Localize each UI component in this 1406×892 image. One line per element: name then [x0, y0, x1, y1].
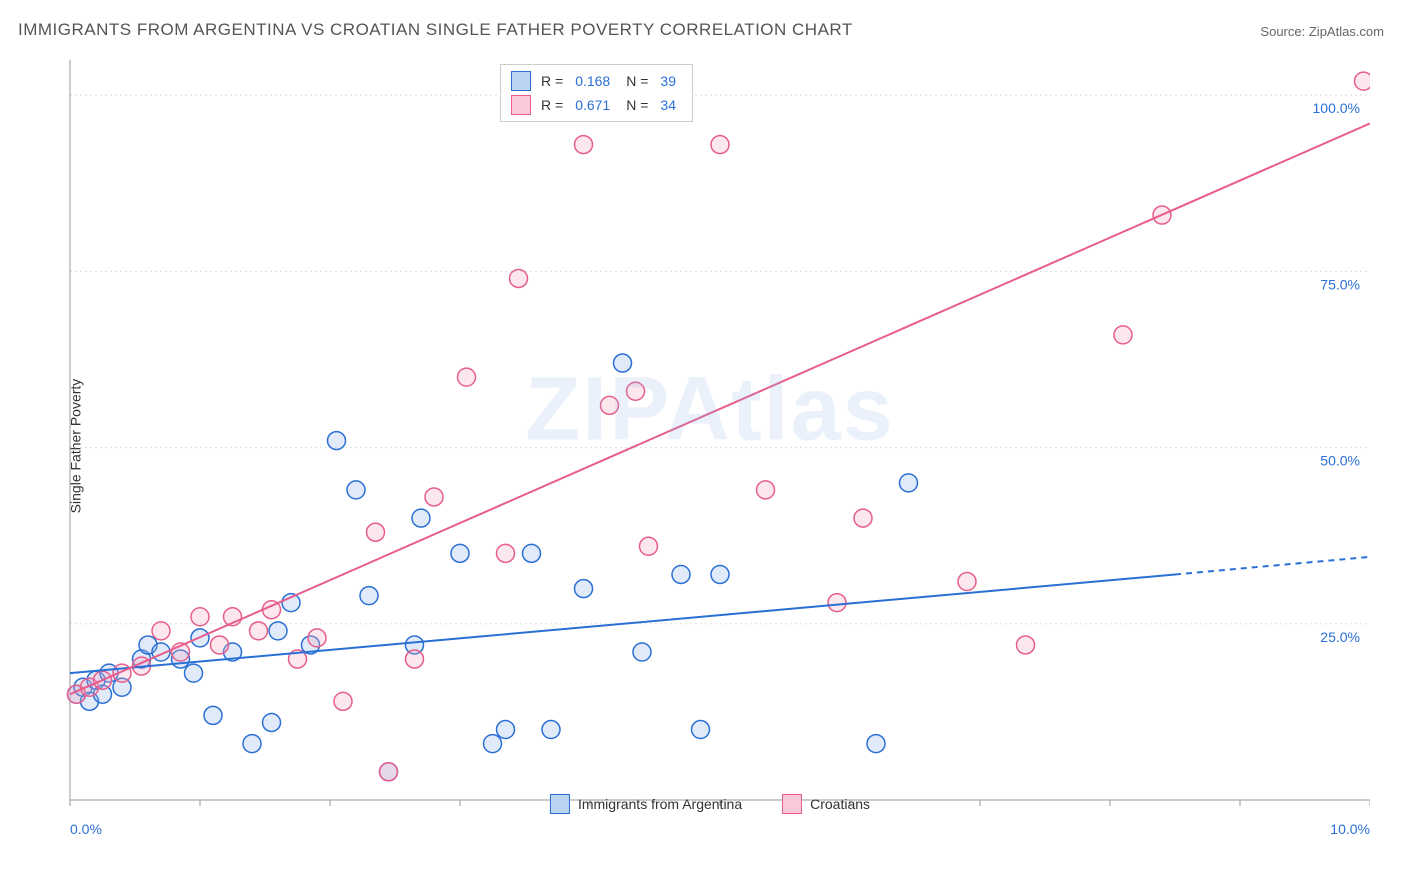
data-point-argentina: [542, 721, 560, 739]
data-point-croatians: [757, 481, 775, 499]
chart-title: IMMIGRANTS FROM ARGENTINA VS CROATIAN SI…: [18, 20, 853, 40]
source-value: ZipAtlas.com: [1309, 24, 1384, 39]
data-point-argentina: [575, 580, 593, 598]
data-point-argentina: [672, 565, 690, 583]
stat-R-croatians: 0.671: [575, 97, 610, 113]
stat-R-label: R =: [541, 97, 563, 113]
data-point-croatians: [828, 594, 846, 612]
stat-N-label: N =: [626, 73, 648, 89]
data-point-croatians: [191, 608, 209, 626]
data-point-croatians: [854, 509, 872, 527]
data-point-argentina: [692, 721, 710, 739]
legend-swatch-argentina: [550, 794, 570, 814]
source-label: Source:: [1260, 24, 1305, 39]
data-point-argentina: [523, 544, 541, 562]
legend-label-argentina: Immigrants from Argentina: [578, 796, 742, 812]
data-point-argentina: [497, 721, 515, 739]
stat-R-argentina: 0.168: [575, 73, 610, 89]
data-point-croatians: [211, 636, 229, 654]
data-point-croatians: [425, 488, 443, 506]
data-point-argentina: [328, 432, 346, 450]
svg-text:50.0%: 50.0%: [1320, 453, 1360, 469]
swatch-argentina: [511, 71, 531, 91]
data-point-croatians: [575, 136, 593, 154]
data-point-croatians: [380, 763, 398, 781]
data-point-argentina: [360, 587, 378, 605]
data-point-croatians: [1114, 326, 1132, 344]
data-point-argentina: [347, 481, 365, 499]
data-point-argentina: [412, 509, 430, 527]
stat-N-argentina: 39: [660, 73, 676, 89]
data-point-argentina: [185, 664, 203, 682]
data-point-croatians: [334, 692, 352, 710]
data-point-croatians: [152, 622, 170, 640]
svg-text:10.0%: 10.0%: [1330, 821, 1370, 837]
stats-row-argentina: R = 0.168 N = 39: [501, 69, 692, 93]
data-point-argentina: [484, 735, 502, 753]
data-point-croatians: [711, 136, 729, 154]
data-point-argentina: [900, 474, 918, 492]
scatter-plot: 25.0% 50.0% 75.0% 100.0% 0.0% 10.0%: [50, 60, 1370, 852]
data-point-argentina: [243, 735, 261, 753]
svg-text:0.0%: 0.0%: [70, 821, 102, 837]
chart-area: ZIPAtlas 25.0%50.0%75.0%100.0%0.0%10.0% …: [50, 60, 1370, 820]
data-point-croatians: [308, 629, 326, 647]
legend-item-argentina: Immigrants from Argentina: [550, 794, 742, 814]
data-point-croatians: [458, 368, 476, 386]
svg-text:100.0%: 100.0%: [1313, 100, 1360, 116]
data-point-croatians: [510, 269, 528, 287]
swatch-croatians: [511, 95, 531, 115]
data-point-argentina: [711, 565, 729, 583]
svg-text:25.0%: 25.0%: [1320, 629, 1360, 645]
data-point-argentina: [204, 706, 222, 724]
svg-text:75.0%: 75.0%: [1320, 276, 1360, 292]
data-point-croatians: [627, 382, 645, 400]
stat-N-croatians: 34: [660, 97, 676, 113]
data-point-argentina: [269, 622, 287, 640]
trend-line-ext-argentina: [1175, 557, 1370, 575]
stat-R-label: R =: [541, 73, 563, 89]
data-point-croatians: [640, 537, 658, 555]
data-point-croatians: [1355, 72, 1371, 90]
stats-legend: R = 0.168 N = 39 R = 0.671 N = 34: [500, 64, 693, 122]
source-attribution: Source: ZipAtlas.com: [1260, 24, 1384, 39]
data-point-croatians: [958, 573, 976, 591]
data-point-argentina: [614, 354, 632, 372]
legend-swatch-croatians: [782, 794, 802, 814]
data-point-argentina: [633, 643, 651, 661]
data-point-croatians: [367, 523, 385, 541]
data-point-croatians: [1017, 636, 1035, 654]
data-point-croatians: [497, 544, 515, 562]
series-legend: Immigrants from Argentina Croatians: [550, 794, 870, 814]
data-point-argentina: [263, 713, 281, 731]
legend-label-croatians: Croatians: [810, 796, 870, 812]
data-point-croatians: [601, 396, 619, 414]
data-point-croatians: [250, 622, 268, 640]
data-point-argentina: [451, 544, 469, 562]
stat-N-label: N =: [626, 97, 648, 113]
trend-line-croatians: [70, 123, 1370, 694]
data-point-argentina: [867, 735, 885, 753]
data-point-croatians: [406, 650, 424, 668]
stats-row-croatians: R = 0.671 N = 34: [501, 93, 692, 117]
legend-item-croatians: Croatians: [782, 794, 870, 814]
